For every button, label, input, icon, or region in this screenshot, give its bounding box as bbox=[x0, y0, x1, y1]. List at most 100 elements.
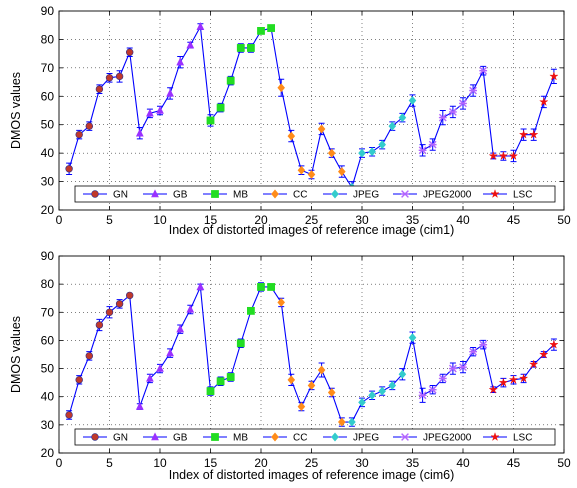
series-mb bbox=[206, 24, 276, 127]
x-tick-label: 50 bbox=[557, 213, 571, 227]
data-point bbox=[307, 380, 316, 390]
series-jpeg2000 bbox=[418, 339, 488, 403]
series-cc bbox=[277, 78, 346, 180]
y-tick-label: 90 bbox=[41, 249, 55, 263]
data-point bbox=[287, 131, 296, 141]
legend-label: CC bbox=[293, 190, 307, 201]
data-point bbox=[428, 385, 437, 394]
data-point bbox=[388, 380, 397, 390]
legend-marker bbox=[401, 190, 409, 198]
legend-box bbox=[74, 428, 556, 446]
data-point bbox=[186, 40, 195, 49]
series-line bbox=[68, 284, 555, 423]
y-tick-label: 50 bbox=[41, 118, 55, 132]
data-point bbox=[257, 283, 265, 291]
data-point bbox=[247, 306, 255, 315]
legend-label: LSC bbox=[513, 190, 532, 201]
y-tick-label: 50 bbox=[41, 362, 55, 376]
data-point bbox=[368, 147, 376, 157]
x-tick-label: 50 bbox=[557, 456, 571, 470]
series-lsc bbox=[488, 338, 559, 394]
data-point bbox=[135, 401, 144, 410]
series-gn bbox=[65, 47, 134, 175]
data-point bbox=[75, 376, 83, 384]
legend-marker bbox=[401, 433, 409, 441]
data-point bbox=[297, 402, 306, 412]
data-point bbox=[418, 146, 427, 155]
legend-marker bbox=[271, 189, 279, 199]
legend-marker bbox=[331, 432, 339, 442]
legend-item-lsc: LSC bbox=[483, 188, 532, 201]
data-point bbox=[176, 324, 185, 333]
data-point bbox=[277, 83, 285, 93]
legend-marker bbox=[151, 432, 159, 441]
data-point bbox=[549, 339, 559, 349]
x-axis-label: Index of distorted images of reference i… bbox=[169, 468, 455, 482]
data-point bbox=[358, 148, 366, 158]
x-tick-label: 5 bbox=[106, 213, 113, 227]
y-axis-label: DMOS values bbox=[9, 316, 23, 393]
legend-label: CC bbox=[293, 433, 307, 444]
data-point bbox=[216, 377, 225, 386]
legend-label: MB bbox=[233, 433, 248, 444]
series-jpeg bbox=[348, 94, 417, 194]
legend-label: GN bbox=[113, 190, 128, 201]
legend-item-gn: GN bbox=[83, 433, 128, 444]
legend-label: GB bbox=[173, 433, 188, 444]
legend-marker bbox=[271, 432, 279, 442]
data-point bbox=[459, 99, 467, 108]
x-tick-label: 0 bbox=[56, 456, 63, 470]
legend: GN GB MB CC JPEG JPEG2000 LSC bbox=[74, 428, 556, 446]
data-point bbox=[247, 44, 255, 52]
data-point bbox=[398, 113, 407, 123]
data-point bbox=[135, 128, 144, 137]
x-tick-label: 45 bbox=[507, 456, 521, 470]
data-point bbox=[297, 165, 306, 175]
data-point bbox=[146, 373, 154, 382]
data-point bbox=[508, 150, 519, 161]
data-point bbox=[459, 363, 467, 372]
data-point bbox=[398, 369, 407, 379]
x-tick-label: 20 bbox=[254, 456, 268, 470]
x-tick-label: 25 bbox=[305, 213, 319, 227]
y-tick-label: 20 bbox=[41, 446, 55, 460]
data-point bbox=[488, 150, 499, 161]
data-point bbox=[368, 390, 376, 400]
data-point bbox=[206, 116, 215, 125]
data-point bbox=[176, 57, 185, 66]
y-tick-label: 80 bbox=[41, 32, 55, 46]
y-tick-label: 60 bbox=[41, 89, 55, 103]
data-point bbox=[438, 374, 447, 383]
data-point bbox=[317, 124, 326, 134]
data-point bbox=[206, 387, 215, 395]
series-gb bbox=[135, 282, 205, 410]
x-tick-label: 15 bbox=[204, 213, 218, 227]
data-point bbox=[449, 364, 457, 373]
series-gb bbox=[135, 22, 205, 140]
legend-label: LSC bbox=[513, 433, 532, 444]
data-point bbox=[156, 364, 164, 372]
data-point bbox=[549, 71, 559, 81]
data-point bbox=[146, 108, 154, 117]
data-point bbox=[327, 388, 336, 397]
x-tick-label: 0 bbox=[56, 213, 63, 227]
data-point bbox=[498, 150, 509, 161]
data-point bbox=[307, 170, 316, 179]
data-point bbox=[267, 283, 276, 291]
legend: GN GB MB CC JPEG JPEG2000 LSC bbox=[74, 185, 556, 203]
data-point bbox=[538, 349, 549, 359]
legend-marker bbox=[91, 433, 99, 441]
data-point bbox=[408, 96, 417, 106]
data-point bbox=[378, 386, 386, 396]
data-point bbox=[338, 167, 346, 177]
legend-item-gb: GB bbox=[143, 189, 188, 201]
x-tick-label: 20 bbox=[254, 213, 268, 227]
data-point bbox=[498, 377, 509, 387]
legend-item-gn: GN bbox=[83, 190, 128, 201]
data-point bbox=[317, 365, 326, 375]
data-point bbox=[125, 291, 134, 300]
data-point bbox=[277, 297, 285, 307]
y-tick-label: 40 bbox=[41, 390, 55, 404]
data-point bbox=[327, 148, 336, 158]
